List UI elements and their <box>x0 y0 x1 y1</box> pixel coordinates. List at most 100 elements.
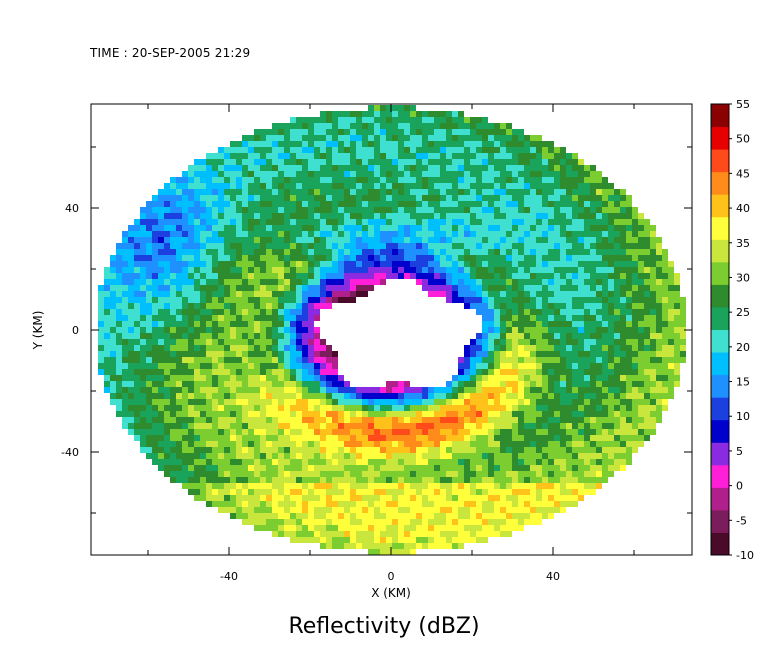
field-cell <box>320 351 326 357</box>
field-cell <box>332 429 338 435</box>
field-cell <box>302 117 308 123</box>
field-cell <box>218 411 224 417</box>
field-cell <box>602 291 608 297</box>
field-cell <box>164 345 170 351</box>
field-cell <box>452 471 458 477</box>
field-cell <box>452 147 458 153</box>
field-cell <box>512 147 518 153</box>
field-cell <box>272 357 278 363</box>
field-cell <box>590 255 596 261</box>
field-cell <box>236 273 242 279</box>
field-cell <box>278 351 284 357</box>
field-cell <box>200 411 206 417</box>
field-cell <box>374 459 380 465</box>
field-cell <box>236 141 242 147</box>
field-cell <box>248 315 254 321</box>
field-cell <box>380 231 386 237</box>
field-cell <box>584 279 590 285</box>
field-cell <box>614 351 620 357</box>
field-cell <box>416 141 422 147</box>
field-cell <box>278 207 284 213</box>
field-cell <box>386 237 392 243</box>
field-cell <box>236 195 242 201</box>
field-cell <box>314 471 320 477</box>
field-cell <box>572 477 578 483</box>
field-cell <box>134 375 140 381</box>
field-cell <box>662 309 668 315</box>
field-cell <box>170 285 176 291</box>
field-cell <box>302 309 308 315</box>
field-cell <box>446 297 452 303</box>
field-cell <box>656 279 662 285</box>
field-cell <box>266 363 272 369</box>
field-cell <box>488 291 494 297</box>
field-cell <box>368 213 374 219</box>
field-cell <box>332 477 338 483</box>
field-cell <box>554 327 560 333</box>
field-cell <box>536 303 542 309</box>
field-cell <box>458 423 464 429</box>
field-cell <box>572 249 578 255</box>
field-cell <box>584 417 590 423</box>
field-cell <box>614 273 620 279</box>
field-cell <box>182 201 188 207</box>
field-cell <box>566 423 572 429</box>
field-cell <box>524 465 530 471</box>
field-cell <box>440 273 446 279</box>
field-cell <box>602 189 608 195</box>
field-cell <box>278 381 284 387</box>
field-cell <box>230 417 236 423</box>
field-cell <box>296 237 302 243</box>
field-cell <box>488 207 494 213</box>
field-cell <box>200 477 206 483</box>
field-cell <box>146 345 152 351</box>
field-cell <box>386 261 392 267</box>
field-cell <box>140 441 146 447</box>
field-cell <box>590 231 596 237</box>
field-cell <box>542 399 548 405</box>
field-cell <box>632 315 638 321</box>
field-cell <box>500 387 506 393</box>
field-cell <box>548 393 554 399</box>
field-cell <box>482 459 488 465</box>
field-cell <box>506 189 512 195</box>
field-cell <box>338 441 344 447</box>
field-cell <box>506 297 512 303</box>
field-cell <box>656 375 662 381</box>
field-cell <box>614 447 620 453</box>
field-cell <box>308 471 314 477</box>
field-cell <box>128 249 134 255</box>
field-cell <box>626 285 632 291</box>
field-cell <box>434 405 440 411</box>
field-cell <box>146 297 152 303</box>
field-cell <box>530 213 536 219</box>
field-cell <box>500 177 506 183</box>
field-cell <box>476 171 482 177</box>
field-cell <box>386 453 392 459</box>
field-cell <box>572 237 578 243</box>
field-cell <box>302 285 308 291</box>
field-cell <box>326 363 332 369</box>
field-cell <box>494 315 500 321</box>
field-cell <box>188 267 194 273</box>
field-cell <box>260 141 266 147</box>
field-cell <box>458 207 464 213</box>
field-cell <box>332 237 338 243</box>
field-cell <box>128 273 134 279</box>
field-cell <box>176 213 182 219</box>
field-cell <box>578 273 584 279</box>
field-cell <box>578 303 584 309</box>
field-cell <box>434 201 440 207</box>
field-cell <box>278 147 284 153</box>
field-cell <box>254 441 260 447</box>
field-cell <box>494 273 500 279</box>
field-cell <box>674 339 680 345</box>
field-cell <box>326 489 332 495</box>
field-cell <box>470 393 476 399</box>
field-cell <box>122 339 128 345</box>
field-cell <box>488 435 494 441</box>
field-cell <box>482 399 488 405</box>
field-cell <box>206 279 212 285</box>
field-cell <box>572 489 578 495</box>
field-cell <box>614 297 620 303</box>
